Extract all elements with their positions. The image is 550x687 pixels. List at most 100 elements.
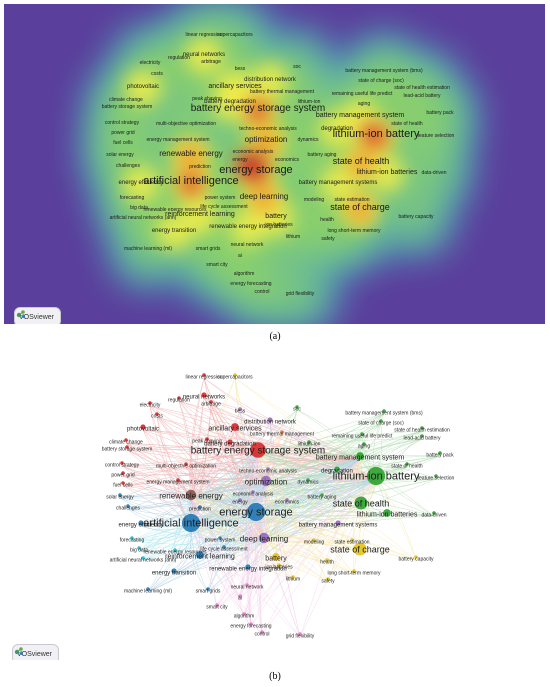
link-line	[190, 478, 377, 499]
link-line	[190, 497, 355, 575]
link-line	[255, 514, 361, 553]
link-line	[190, 497, 417, 561]
keyword-node	[325, 558, 329, 562]
link-line	[292, 478, 377, 581]
keyword-label: feature selection	[418, 133, 455, 139]
link-line	[190, 478, 377, 499]
link-line	[375, 478, 417, 561]
link-line	[127, 478, 377, 510]
link-line	[257, 452, 377, 480]
link-line	[234, 377, 361, 460]
keyword-node	[177, 396, 181, 400]
link-line	[190, 478, 377, 527]
link-line	[142, 458, 361, 562]
link-line	[190, 444, 310, 499]
link-line	[265, 430, 423, 485]
link-line	[216, 458, 361, 609]
link-line	[326, 458, 361, 564]
link-line	[265, 478, 377, 487]
link-line	[207, 483, 267, 593]
link-line	[263, 497, 323, 542]
link-line	[190, 497, 265, 542]
keyword-label: health	[320, 560, 334, 566]
link-line	[173, 497, 192, 575]
keyword-label: smart grids	[196, 246, 221, 252]
keyword-node	[353, 542, 367, 556]
link-line	[190, 422, 271, 527]
link-line	[257, 452, 328, 564]
keyword-label: algorithm	[234, 614, 255, 620]
keyword-label: deep learning	[240, 192, 288, 201]
link-line	[257, 452, 408, 468]
keyword-node	[312, 538, 316, 542]
link-line	[359, 458, 435, 517]
keyword-label: neural network	[231, 585, 264, 591]
link-line	[119, 478, 377, 499]
link-line	[255, 478, 437, 516]
link-line	[173, 540, 265, 575]
keyword-label: lithium	[286, 234, 300, 240]
link-line	[255, 423, 382, 516]
link-line	[246, 478, 377, 589]
link-line	[203, 377, 361, 460]
link-line	[140, 497, 192, 527]
link-line	[353, 458, 361, 575]
keyword-label: fuel cells	[113, 483, 133, 489]
link-line	[239, 452, 259, 600]
link-line	[190, 525, 353, 544]
keyword-label: techno-economic analysis	[239, 126, 297, 132]
vosviewer-badge: VOSviewer	[14, 307, 62, 324]
link-line	[190, 409, 298, 499]
link-line	[126, 449, 267, 485]
link-line	[243, 478, 377, 618]
link-line	[265, 483, 339, 527]
link-line	[265, 483, 315, 544]
keyword-label: lithium-ion	[298, 99, 321, 105]
link-line	[149, 405, 377, 480]
link-line	[257, 452, 377, 480]
keyword-label: smart city	[206, 262, 228, 268]
keyword-label: challenges	[116, 506, 140, 512]
link-line	[190, 409, 298, 527]
link-line	[190, 497, 353, 544]
link-line	[281, 434, 361, 460]
link-line	[299, 458, 361, 638]
link-line	[190, 455, 441, 499]
link-line	[257, 452, 361, 461]
link-line	[259, 540, 265, 636]
link-line	[359, 458, 408, 469]
link-line	[265, 483, 328, 564]
link-line	[199, 514, 257, 559]
keyword-label: state of health	[391, 121, 423, 127]
link-line	[267, 471, 377, 481]
keyword-node	[356, 452, 364, 460]
keyword-label: battery thermal management	[250, 432, 315, 438]
link-line	[190, 497, 209, 593]
link-line	[199, 540, 265, 559]
link-line	[263, 455, 441, 542]
keyword-node	[360, 432, 364, 436]
link-line	[265, 483, 279, 561]
keyword-label: energy transition	[152, 228, 196, 234]
link-line	[308, 444, 361, 460]
keyword-label: control strategy	[105, 120, 140, 126]
link-line	[147, 497, 192, 593]
link-line	[265, 458, 361, 485]
keyword-label: data-driven	[421, 170, 446, 176]
keyword-label: battery capacity	[398, 557, 434, 563]
link-line	[265, 409, 298, 485]
keyword-label: battery management system (bms)	[345, 411, 423, 417]
keyword-label: energy management system	[146, 480, 209, 486]
link-line	[269, 422, 361, 460]
keyword-node	[383, 509, 391, 517]
link-line	[127, 452, 259, 510]
keyword-node	[291, 575, 295, 579]
keyword-node	[438, 451, 442, 455]
link-line	[281, 434, 377, 480]
keyword-label: renewable energy	[159, 149, 223, 158]
link-line	[185, 466, 267, 485]
link-line	[203, 377, 265, 542]
keyword-node	[140, 424, 146, 430]
keyword-label: lithium-ion	[298, 442, 321, 448]
link-line	[190, 525, 277, 561]
